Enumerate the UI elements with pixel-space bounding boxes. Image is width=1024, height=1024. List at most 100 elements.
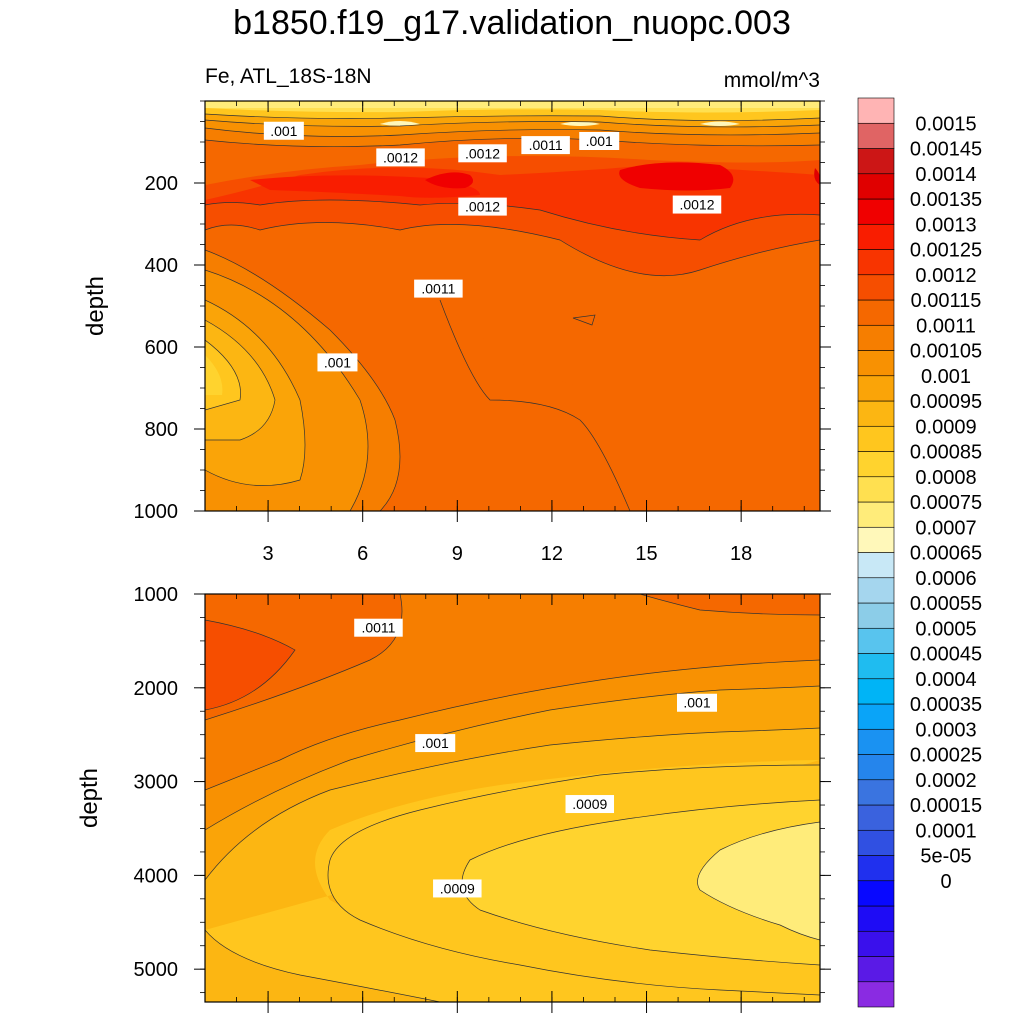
- colorbar-box: [857, 779, 895, 806]
- colorbar-label: 0.00045: [910, 644, 982, 666]
- bottom-contour-label-text: .0009: [572, 796, 607, 812]
- bottom-contour-label-bg: [354, 618, 403, 637]
- colorbar-label: 0.00065: [910, 543, 982, 565]
- colorbar-label: 0.00115: [911, 290, 982, 312]
- colorbar-box: [857, 249, 895, 276]
- colorbar-box: [857, 173, 895, 200]
- bottom-contour-label-text: .001: [683, 695, 710, 711]
- top-contour-label-text: .0011: [529, 137, 563, 153]
- top-contour-label: .0012: [672, 195, 722, 214]
- bottom-contour-label-bg: [433, 879, 482, 898]
- bottom-ytick-label: 2000: [134, 678, 179, 700]
- colorbar-label: 0.0013: [915, 214, 976, 236]
- top-contour-label-bg: [672, 195, 722, 214]
- colorbar-label: 0.0012: [915, 265, 976, 287]
- colorbar-box: [857, 703, 895, 730]
- colorbar-box: [857, 880, 895, 907]
- subtitle-left: Fe, ATL_18S-18N: [205, 65, 372, 88]
- colorbar-label: 0.00075: [910, 492, 982, 514]
- chart-title: b1850.f19_g17.validation_nuopc.003: [233, 4, 791, 42]
- colorbar-label: 0.0005: [915, 618, 976, 640]
- colorbar-box: [857, 148, 895, 175]
- colorbar: 0.0015 0.00145 0.0014 0.00135 0.0013 0.00125 0…: [857, 97, 982, 1008]
- top-contour-label: .001: [263, 121, 304, 140]
- colorbar-label: 0.0001: [915, 820, 976, 842]
- top-contour-label: .0012: [458, 144, 507, 163]
- top-contour-label-bg: [458, 197, 507, 216]
- top-contour-label-bg: [579, 132, 620, 150]
- top-contour-label-bg: [414, 279, 463, 298]
- top-contour-label: .001: [317, 353, 358, 372]
- colorbar-box: [857, 223, 895, 250]
- top-ytick-label: 1000: [134, 501, 179, 523]
- colorbar-label: 0.001: [921, 366, 971, 388]
- colorbar-box: [857, 501, 895, 528]
- colorbar-box: [857, 855, 895, 882]
- colorbar-label: 0.0008: [915, 467, 976, 489]
- colorbar-box: [857, 905, 895, 932]
- subtitle-right: mmol/m^3: [724, 69, 820, 92]
- bottom-contour-lines: [205, 594, 820, 1002]
- colorbar-label: 0: [940, 871, 951, 893]
- colorbar-box: [857, 804, 895, 831]
- colorbar-label: 0.0006: [915, 568, 976, 590]
- bottom-contour-label-text: .0011: [361, 620, 395, 636]
- colorbar-box: [857, 122, 895, 149]
- top-contour-label-text: .0011: [421, 281, 455, 297]
- top-xtick-label: 9: [452, 543, 463, 565]
- top-contour-label: .0012: [376, 148, 425, 167]
- top-ytick-label: 800: [145, 419, 178, 441]
- colorbar-box: [857, 653, 895, 680]
- colorbar-box: [857, 754, 895, 781]
- top-contour-label: .0011: [414, 279, 463, 298]
- top-contour-label: .001: [579, 132, 620, 150]
- top-contour-label-text: .001: [324, 354, 351, 370]
- colorbar-label: 0.0009: [915, 416, 976, 438]
- bottom-contour-label: .0009: [565, 795, 615, 814]
- top-ytick-label: 400: [145, 255, 178, 277]
- top-contour-label-text: .001: [586, 133, 613, 149]
- colorbar-box: [857, 728, 895, 755]
- colorbar-box: [857, 274, 895, 301]
- top-contour-label-text: .0012: [679, 197, 714, 213]
- top-contour-label-bg: [376, 148, 425, 167]
- top-xtick-label: 3: [263, 543, 274, 565]
- top-contour-label-text: .0012: [465, 199, 500, 215]
- colorbar-label: 0.00055: [910, 593, 982, 615]
- top-contour-label-bg: [521, 136, 570, 155]
- top-contour-label: .0011: [521, 136, 570, 155]
- bottom-ytick-label: 1000: [134, 584, 179, 606]
- colorbar-label: 0.00135: [910, 189, 982, 211]
- colorbar-box: [857, 602, 895, 629]
- bottom-contour-label: .0011: [354, 618, 403, 637]
- top-xtick-label: 6: [357, 543, 368, 565]
- colorbar-box: [857, 400, 895, 427]
- top-contour-label-bg: [317, 353, 358, 372]
- colorbar-box: [857, 930, 895, 957]
- colorbar-box: [857, 956, 895, 983]
- colorbar-label: 0.0007: [915, 517, 976, 539]
- bottom-axes: 1000 2000 3000 4000 5000: [134, 584, 831, 1013]
- top-axes: 3 6 9 12 15 18 200 400 600 800 1000: [134, 100, 831, 565]
- bottom-ylabel: depth: [76, 768, 103, 828]
- top-contour-label-bg: [263, 121, 304, 140]
- colorbar-box: [857, 299, 895, 326]
- colorbar-label: 0.00105: [910, 341, 982, 363]
- colorbar-box: [857, 476, 895, 503]
- top-contour-label: .0012: [458, 197, 507, 216]
- bottom-contour-label: .0009: [433, 879, 482, 898]
- bottom-contour-label-bg: [565, 795, 615, 814]
- bottom-contour-labels: .0011 .001 .001 .0009 .0009: [354, 618, 717, 898]
- colorbar-label: 0.00015: [910, 795, 982, 817]
- colorbar-label: 0.00145: [910, 139, 982, 161]
- colorbar-box: [857, 552, 895, 579]
- bottom-contour-fill: [205, 594, 820, 1002]
- top-contour-label-text: .0012: [383, 149, 418, 165]
- colorbar-box: [857, 678, 895, 705]
- top-ytick-label: 600: [145, 337, 178, 359]
- colorbar-box: [857, 981, 895, 1008]
- top-contour-label-text: .0012: [465, 145, 500, 161]
- colorbar-label: 5e-05: [920, 846, 971, 868]
- colorbar-label: 0.0015: [915, 113, 976, 135]
